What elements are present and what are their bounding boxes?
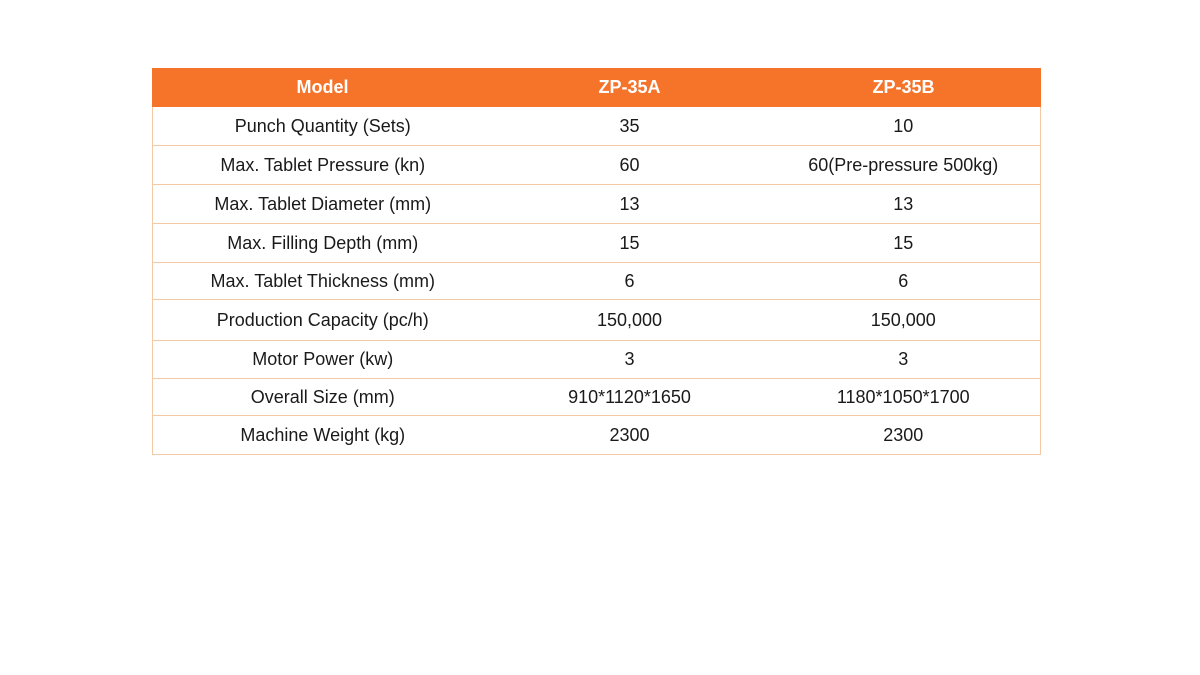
cell-zp-35a: 910*1120*1650: [492, 378, 767, 416]
row-label: Max. Filling Depth (mm): [152, 223, 493, 263]
cell-zp-35b: 150,000: [766, 299, 1041, 341]
header-zp-35a: ZP-35A: [492, 68, 767, 107]
row-label: Max. Tablet Pressure (kn): [152, 145, 493, 185]
cell-zp-35a: 2300: [492, 415, 767, 455]
cell-zp-35a: 15: [492, 223, 767, 263]
cell-zp-35a: 150,000: [492, 299, 767, 341]
table-row: Max. Tablet Pressure (kn) 60 60(Pre-pres…: [152, 145, 1041, 185]
cell-zp-35b: 3: [766, 340, 1041, 379]
row-label: Motor Power (kw): [152, 340, 493, 379]
cell-zp-35a: 60: [492, 145, 767, 185]
table-row: Motor Power (kw) 3 3: [152, 340, 1041, 379]
row-label: Max. Tablet Thickness (mm): [152, 262, 493, 300]
table-row: Machine Weight (kg) 2300 2300: [152, 415, 1041, 455]
spec-table: Model ZP-35A ZP-35B Punch Quantity (Sets…: [152, 68, 1041, 455]
cell-zp-35a: 3: [492, 340, 767, 379]
table-row: Max. Tablet Thickness (mm) 6 6: [152, 262, 1041, 300]
table-row: Max. Tablet Diameter (mm) 13 13: [152, 184, 1041, 224]
cell-zp-35b: 60(Pre-pressure 500kg): [766, 145, 1041, 185]
header-row: Model ZP-35A ZP-35B: [152, 68, 1041, 107]
cell-zp-35b: 1180*1050*1700: [766, 378, 1041, 416]
table-row: Production Capacity (pc/h) 150,000 150,0…: [152, 299, 1041, 341]
row-label: Punch Quantity (Sets): [152, 106, 493, 146]
header-zp-35b: ZP-35B: [766, 68, 1041, 107]
header-model: Model: [152, 68, 493, 107]
cell-zp-35b: 2300: [766, 415, 1041, 455]
cell-zp-35b: 13: [766, 184, 1041, 224]
table-row: Max. Filling Depth (mm) 15 15: [152, 223, 1041, 263]
cell-zp-35b: 10: [766, 106, 1041, 146]
table-body: Punch Quantity (Sets) 35 10 Max. Tablet …: [152, 106, 1041, 455]
cell-zp-35a: 6: [492, 262, 767, 300]
row-label: Machine Weight (kg): [152, 415, 493, 455]
row-label: Max. Tablet Diameter (mm): [152, 184, 493, 224]
row-label: Production Capacity (pc/h): [152, 299, 493, 341]
row-label: Overall Size (mm): [152, 378, 493, 416]
cell-zp-35a: 35: [492, 106, 767, 146]
table-row: Overall Size (mm) 910*1120*1650 1180*105…: [152, 378, 1041, 416]
cell-zp-35b: 6: [766, 262, 1041, 300]
cell-zp-35b: 15: [766, 223, 1041, 263]
cell-zp-35a: 13: [492, 184, 767, 224]
table-row: Punch Quantity (Sets) 35 10: [152, 106, 1041, 146]
table-header: Model ZP-35A ZP-35B: [152, 68, 1041, 107]
